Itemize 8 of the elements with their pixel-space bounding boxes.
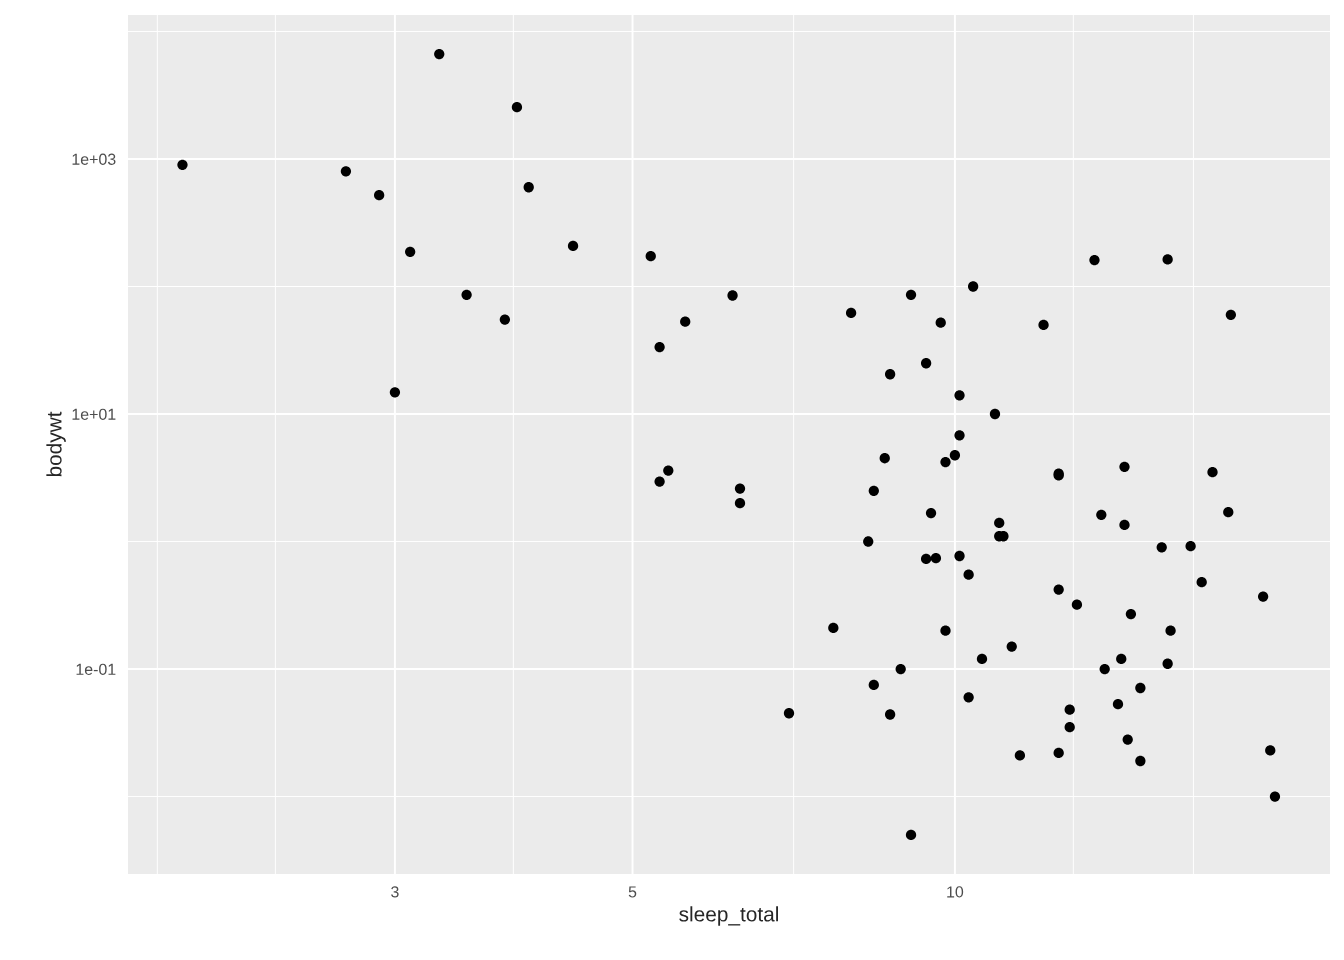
x-tick-label: 3	[391, 886, 399, 898]
y-tick-label: 1e-01	[76, 663, 116, 675]
y-tick-label: 1e+01	[72, 408, 116, 420]
y-tick-label: 1e+03	[72, 153, 116, 165]
x-axis-title: sleep_total	[679, 906, 778, 926]
x-tick-label: 10	[947, 886, 964, 898]
y-axis-title: bodywt	[46, 411, 66, 477]
x-tick-label: 5	[628, 886, 637, 898]
